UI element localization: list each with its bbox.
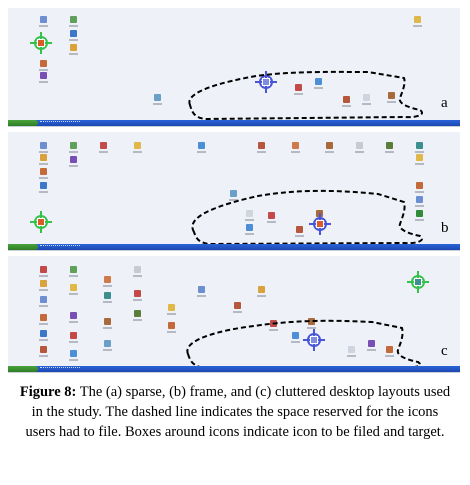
desktop-icon [69, 312, 78, 323]
desktop-panel-frame: b [8, 132, 460, 251]
desktop-icon [69, 156, 78, 167]
panel-label: c [441, 343, 448, 359]
reserved-area-outline [186, 319, 421, 370]
desktop-icon [347, 346, 356, 357]
desktop-icon [39, 330, 48, 341]
desktop-icon [103, 276, 112, 287]
desktop-icon [367, 340, 376, 351]
desktop-icon [133, 266, 142, 277]
desktop-icon [69, 44, 78, 55]
desktop-icon [39, 142, 48, 153]
desktop-icon [245, 210, 254, 221]
desktop-icon [295, 226, 304, 237]
reserved-area-outline [188, 70, 423, 121]
desktop-icon [69, 332, 78, 343]
taskbar-items [40, 121, 80, 125]
desktop-icon [257, 286, 266, 297]
desktop-icon [69, 30, 78, 41]
desktop-icon [39, 314, 48, 325]
desktop-icon [415, 182, 424, 193]
target-marker [303, 329, 325, 351]
desktop-icon [325, 142, 334, 153]
caption-text: The (a) sparse, (b) frame, and (c) clutt… [25, 384, 451, 440]
start-button [8, 120, 38, 126]
panel-label: b [441, 220, 449, 236]
desktop-icon [153, 94, 162, 105]
desktop-icon [291, 332, 300, 343]
desktop-panel-sparse: a [8, 8, 460, 127]
desktop-icon [415, 196, 424, 207]
desktop-icon [39, 154, 48, 165]
desktop-icon [39, 60, 48, 71]
desktop-icon [415, 210, 424, 221]
desktop-icon [39, 266, 48, 277]
desktop-icon [385, 142, 394, 153]
desktop-icon [39, 346, 48, 357]
desktop-icon [257, 142, 266, 153]
desktop-icon [233, 302, 242, 313]
desktop-icon [229, 190, 238, 201]
desktop-icon [69, 142, 78, 153]
desktop-icon [69, 284, 78, 295]
desktop-icon [167, 304, 176, 315]
desktop-icon [387, 92, 396, 103]
taskbar [8, 366, 460, 372]
desktop-icon [197, 286, 206, 297]
desktop-icon [133, 142, 142, 153]
desktop-icon [314, 78, 323, 89]
desktop-icon [413, 16, 422, 27]
desktop-icon [294, 84, 303, 95]
reserved-area-outline [191, 189, 423, 246]
desktop-icon [167, 322, 176, 333]
icon-to-file-marker [30, 211, 52, 233]
figure-caption: Figure 8: The (a) sparse, (b) frame, and… [18, 382, 452, 442]
desktop-icon [69, 266, 78, 277]
target-marker [255, 71, 277, 93]
desktop-icon [39, 72, 48, 83]
taskbar [8, 244, 460, 250]
desktop-icon [103, 292, 112, 303]
desktop-icon [39, 280, 48, 291]
start-button [8, 366, 38, 372]
desktop-icon [342, 96, 351, 107]
icon-to-file-marker [407, 271, 429, 293]
desktop-icon [245, 224, 254, 235]
desktop-icon [69, 16, 78, 27]
panel-label: a [441, 95, 448, 111]
figure-label: Figure 8: [19, 384, 77, 400]
taskbar-items [40, 367, 80, 371]
start-button [8, 244, 38, 250]
desktop-icon [291, 142, 300, 153]
desktop-icon [355, 142, 364, 153]
desktop-icon [103, 340, 112, 351]
desktop-icon [415, 142, 424, 153]
desktop-icon [197, 142, 206, 153]
target-marker [309, 213, 331, 235]
taskbar-items [40, 245, 80, 249]
desktop-icon [103, 318, 112, 329]
taskbar [8, 120, 460, 126]
desktop-icon [415, 154, 424, 165]
desktop-icon [362, 94, 371, 105]
desktop-icon [39, 182, 48, 193]
desktop-icon [133, 290, 142, 301]
icon-to-file-marker [30, 32, 52, 54]
desktop-icon [69, 350, 78, 361]
desktop-icon [385, 346, 394, 357]
desktop-panel-cluttered: c [8, 256, 460, 373]
desktop-icon [39, 168, 48, 179]
desktop-icon [39, 296, 48, 307]
desktop-icon [267, 212, 276, 223]
desktop-icon [39, 16, 48, 27]
desktop-icon [133, 310, 142, 321]
desktop-icon [99, 142, 108, 153]
desktop-icon [307, 318, 316, 329]
